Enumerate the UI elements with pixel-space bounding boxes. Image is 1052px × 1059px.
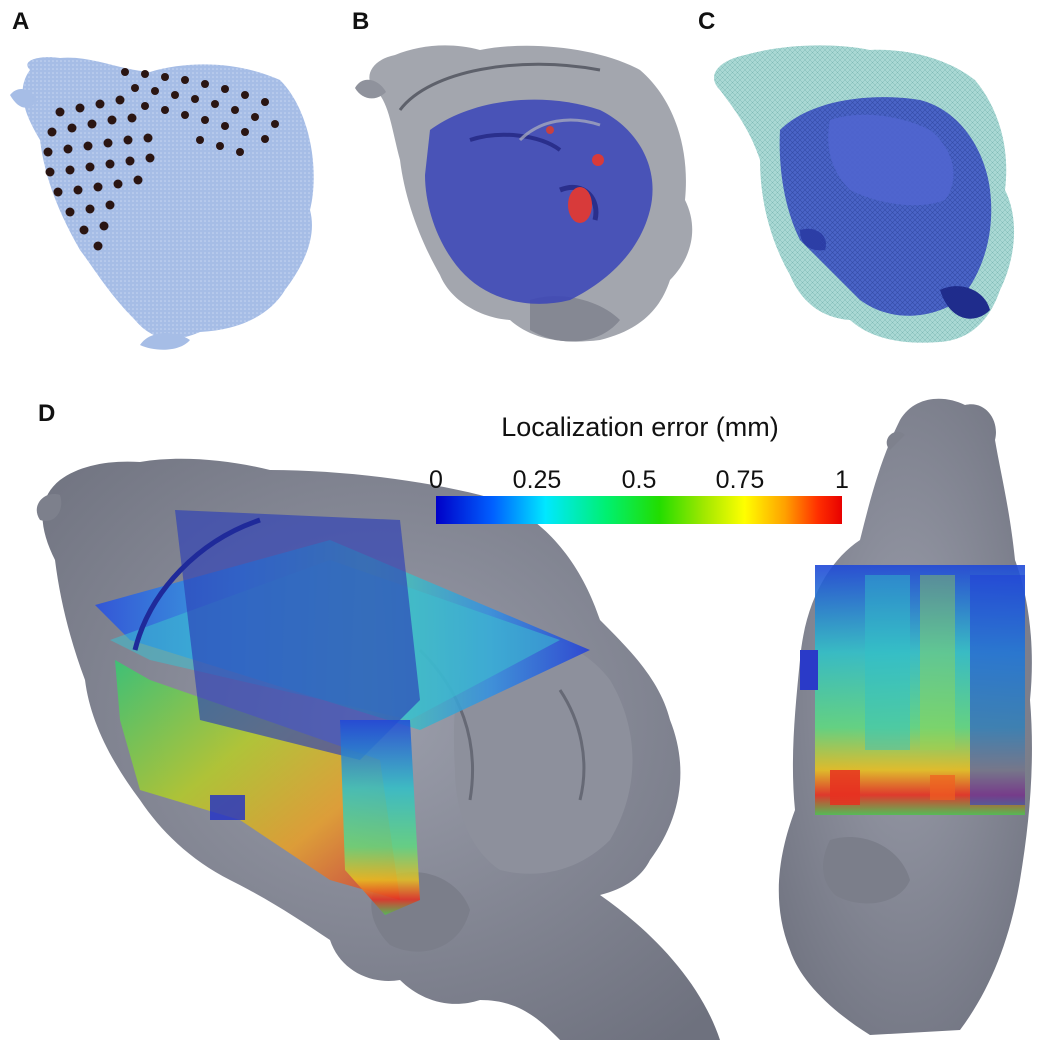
- panel-c-brain-voxel: [714, 45, 1015, 343]
- colorbar-tick-3: 0.75: [715, 466, 765, 494]
- colorbar-tick-2: 0.5: [621, 466, 657, 494]
- panel-b-brain-volume: [355, 45, 693, 342]
- panel-d-brain-top: [778, 398, 1032, 1036]
- panel-label-c: C: [698, 8, 716, 35]
- panel-d-brain-oblique: [36, 458, 720, 1040]
- colorbar-title: Localization error (mm): [501, 412, 779, 442]
- colorbar-tick-1: 0.25: [512, 466, 562, 494]
- colorbar-tick-4: 1: [835, 466, 849, 494]
- electrode-grid: [43, 68, 279, 251]
- colorbar-tick-0: 0: [429, 466, 443, 494]
- panel-label-d: D: [38, 400, 56, 427]
- panel-label-b: B: [352, 8, 370, 35]
- colorbar: [436, 496, 842, 524]
- panel-label-a: A: [12, 8, 30, 35]
- panel-a-brain-mesh: [10, 57, 314, 350]
